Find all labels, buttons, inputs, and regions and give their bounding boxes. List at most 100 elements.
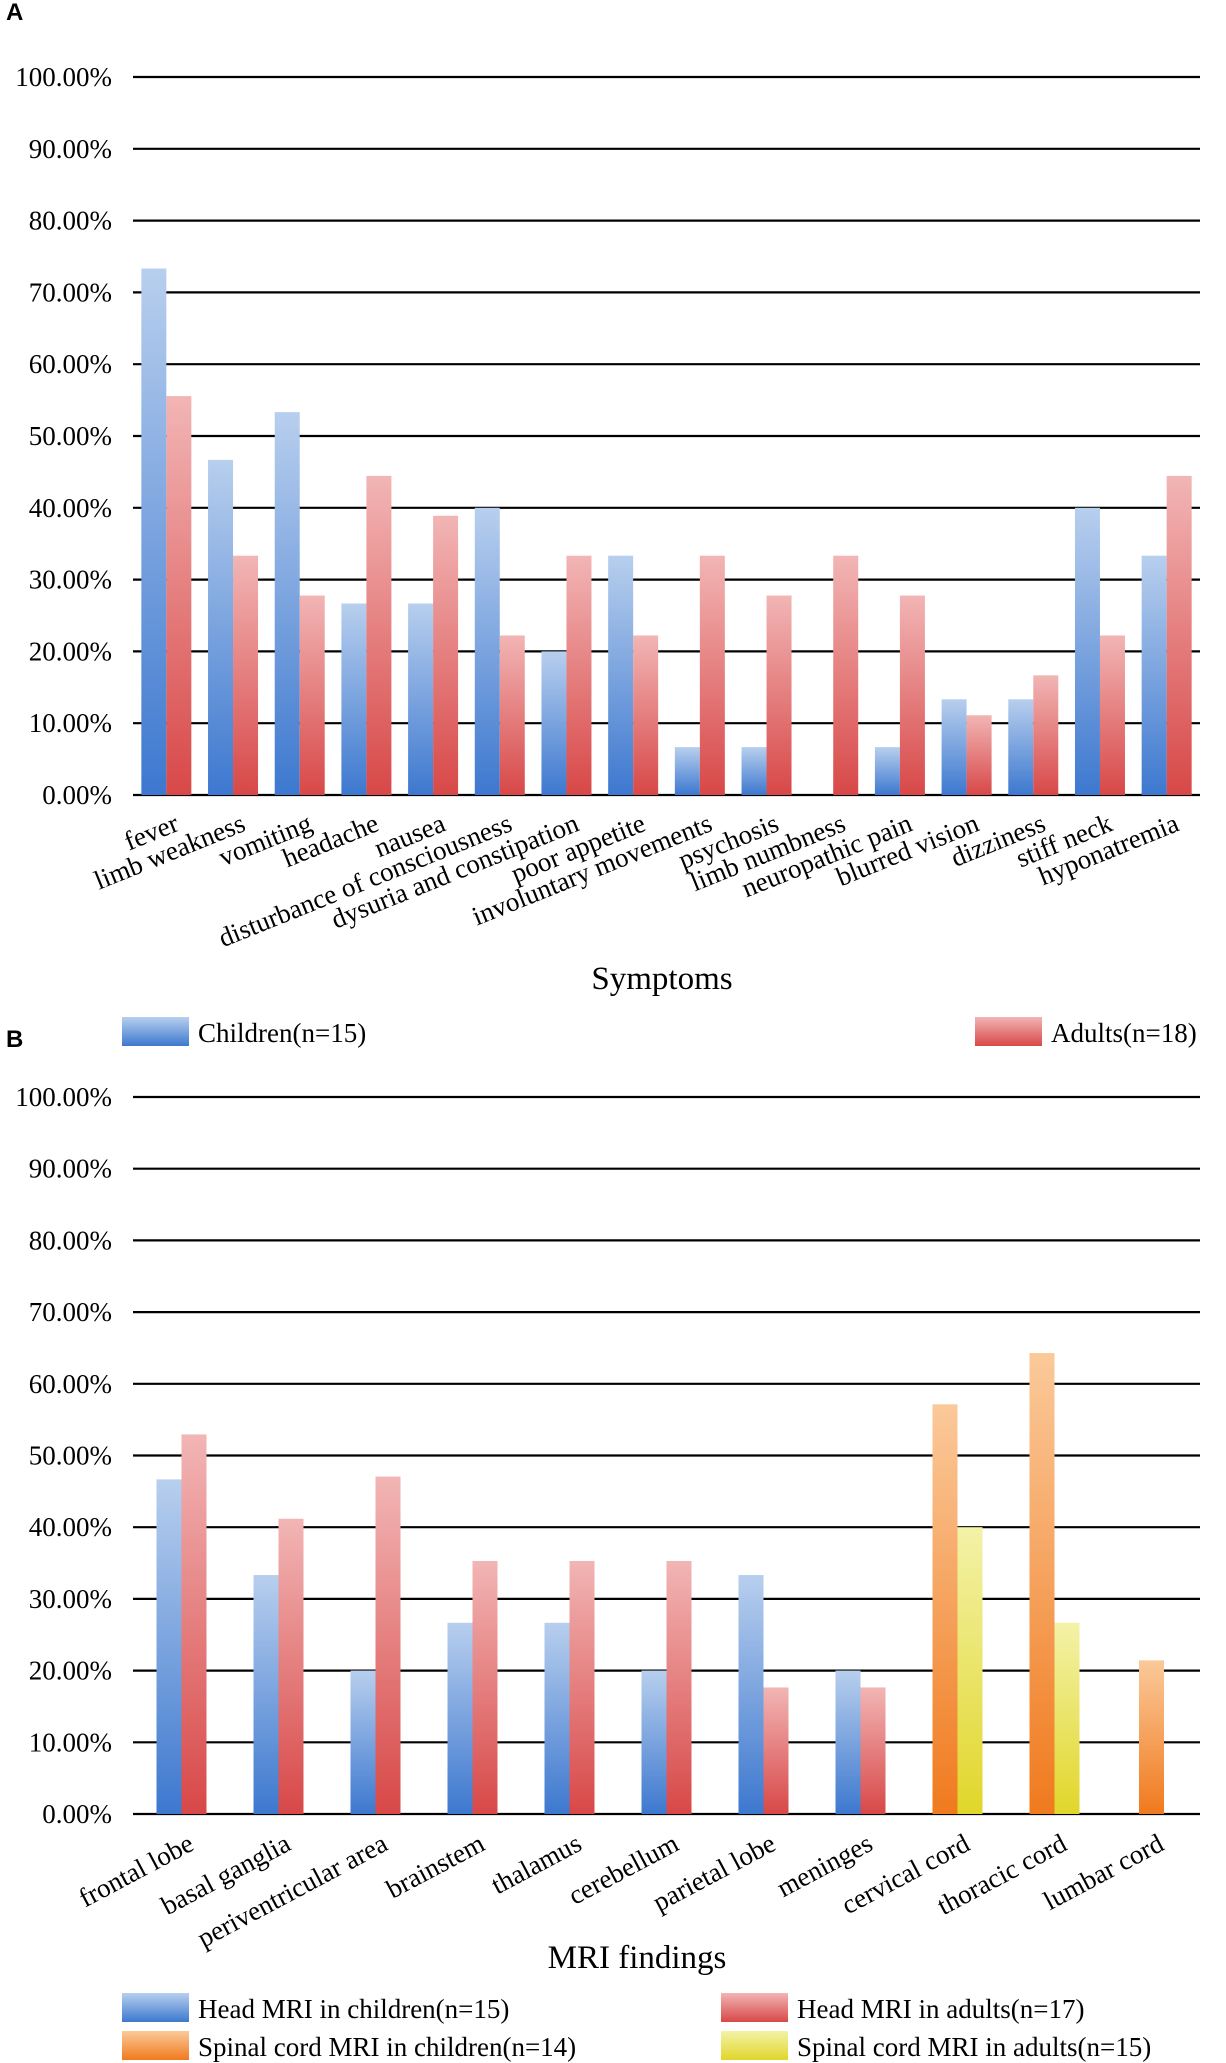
bar-limb-numbness-adults-n-18 (833, 555, 859, 795)
bar-cerebellum-head-mri-in-adults-n-17 (666, 1560, 692, 1814)
y-tick-label: 70.00% (29, 277, 112, 307)
bar-limb-weakness-adults-n-18 (233, 555, 259, 795)
bar-thoracic-cord-spinal-cord-mri-in-adults-n-15 (1054, 1622, 1080, 1814)
panel-b-chart: B 0.00% 10.00% 20.00% 30.00% 40.00% 50.00% 60.… (6, 1026, 1200, 2062)
bar-meninges-head-mri-in-children-n-15 (835, 1670, 861, 1814)
bar-neuropathic-pain-children-n-15 (874, 747, 900, 795)
legend-label: Adults(n=18) (1051, 1018, 1197, 1048)
bar-parietal-lobe-head-mri-in-children-n-15 (738, 1575, 764, 1814)
legend-label: Spinal cord MRI in adults(n=15) (797, 2032, 1151, 2062)
y-tick-label: 80.00% (29, 206, 112, 236)
bar-vomiting-adults-n-18 (299, 595, 325, 795)
legend-swatch-adults-n-18 (975, 1017, 1042, 1046)
bar-meninges-head-mri-in-adults-n-17 (860, 1687, 886, 1814)
y-tick-label: 100.00% (15, 62, 112, 92)
bar-blurred-vision-children-n-15 (941, 699, 967, 795)
y-tick-label: 10.00% (29, 1727, 112, 1757)
bar-thalamus-head-mri-in-adults-n-17 (569, 1560, 595, 1814)
panel-b-bars (156, 1353, 1164, 1814)
x-tick-label: brainstem (381, 1828, 489, 1904)
bar-basal-ganglia-head-mri-in-adults-n-17 (278, 1518, 304, 1814)
bar-poor-appetite-children-n-15 (608, 555, 634, 795)
bar-thalamus-head-mri-in-children-n-15 (544, 1622, 570, 1814)
panel-b-letter: B (6, 1026, 23, 1053)
legend-label: Children(n=15) (198, 1018, 366, 1048)
legend-label: Head MRI in children(n=15) (198, 1994, 509, 2024)
bar-fever-adults-n-18 (166, 396, 192, 795)
bar-dizziness-adults-n-18 (1033, 675, 1059, 795)
bar-disturbance-of-consciousness-children-n-15 (474, 507, 500, 795)
bar-frontal-lobe-head-mri-in-adults-n-17 (181, 1434, 207, 1814)
bar-brainstem-head-mri-in-adults-n-17 (472, 1560, 498, 1814)
y-tick-label: 80.00% (29, 1225, 112, 1255)
y-tick-label: 10.00% (29, 708, 112, 738)
y-tick-label: 40.00% (29, 1512, 112, 1542)
y-tick-label: 90.00% (29, 1154, 112, 1184)
y-tick-label: 30.00% (29, 1584, 112, 1614)
y-tick-label: 50.00% (29, 421, 112, 451)
bar-cerebellum-head-mri-in-children-n-15 (641, 1670, 667, 1814)
y-tick-label: 0.00% (42, 780, 112, 810)
bar-disturbance-of-consciousness-adults-n-18 (499, 635, 525, 795)
legend-swatch-children-n-15 (122, 1017, 189, 1046)
bar-nausea-adults-n-18 (433, 515, 459, 795)
bar-dysuria-and-constipation-adults-n-18 (566, 555, 592, 795)
y-tick-label: 0.00% (42, 1799, 112, 1829)
panel-b-x-axis-title: MRI findings (548, 1940, 727, 1976)
bar-headache-children-n-15 (341, 603, 367, 795)
panel-a-y-tick-labels: 0.00% 10.00% 20.00% 30.00% 40.00% 50.00% 60.00… (15, 62, 112, 810)
bar-dysuria-and-constipation-children-n-15 (541, 651, 567, 795)
bar-basal-ganglia-head-mri-in-children-n-15 (253, 1575, 279, 1814)
legend-swatch-spinal-cord-mri-in-adults-n-15 (721, 2031, 788, 2060)
legend-swatch-head-mri-in-adults-n-17 (721, 1993, 788, 2022)
panel-a-legend: Children(n=15) Adults(n=18) (122, 1017, 1197, 1048)
y-tick-label: 70.00% (29, 1297, 112, 1327)
bar-psychosis-children-n-15 (741, 747, 767, 795)
panel-a-bars (141, 268, 1192, 795)
bar-poor-appetite-adults-n-18 (633, 635, 659, 795)
bar-limb-weakness-children-n-15 (208, 459, 234, 795)
bar-parietal-lobe-head-mri-in-adults-n-17 (763, 1687, 789, 1814)
bar-psychosis-adults-n-18 (766, 595, 792, 795)
y-tick-label: 30.00% (29, 565, 112, 595)
bar-nausea-children-n-15 (408, 603, 434, 795)
panel-b-legend: Head MRI in children(n=15) Head MRI in ad… (122, 1993, 1151, 2062)
bar-hyponatremia-adults-n-18 (1166, 475, 1192, 795)
bar-involuntary-movements-children-n-15 (674, 747, 700, 795)
bar-involuntary-movements-adults-n-18 (699, 555, 725, 795)
panel-a-letter: A (6, 0, 23, 26)
bar-cervical-cord-spinal-cord-mri-in-adults-n-15 (957, 1527, 983, 1814)
bar-vomiting-children-n-15 (274, 412, 300, 795)
bar-headache-adults-n-18 (366, 475, 392, 795)
panel-a-x-axis-title: Symptoms (591, 961, 732, 997)
y-tick-label: 60.00% (29, 1369, 112, 1399)
bar-periventricular-area-head-mri-in-adults-n-17 (375, 1476, 401, 1814)
bar-blurred-vision-adults-n-18 (966, 715, 992, 795)
y-tick-label: 100.00% (15, 1082, 112, 1112)
y-tick-label: 20.00% (29, 1656, 112, 1686)
y-tick-label: 60.00% (29, 349, 112, 379)
bar-periventricular-area-head-mri-in-children-n-15 (350, 1670, 376, 1814)
legend-label: Head MRI in adults(n=17) (797, 1994, 1084, 2024)
bar-stiff-neck-children-n-15 (1074, 507, 1100, 795)
bar-thoracic-cord-spinal-cord-mri-in-children-n-14 (1029, 1353, 1055, 1814)
panel-a-chart: A 0.00% 10.00% 20.00% 30.00% 40.00% 50.00% 60.… (6, 0, 1200, 1048)
y-tick-label: 20.00% (29, 636, 112, 666)
bar-neuropathic-pain-adults-n-18 (899, 595, 925, 795)
legend-swatch-head-mri-in-children-n-15 (122, 1993, 189, 2022)
bar-frontal-lobe-head-mri-in-children-n-15 (156, 1479, 182, 1814)
panel-b-y-tick-labels: 0.00% 10.00% 20.00% 30.00% 40.00% 50.00% 60.00… (15, 1082, 112, 1829)
legend-swatch-spinal-cord-mri-in-children-n-14 (122, 2031, 189, 2060)
bar-brainstem-head-mri-in-children-n-15 (447, 1622, 473, 1814)
bar-hyponatremia-children-n-15 (1141, 555, 1167, 795)
y-tick-label: 90.00% (29, 134, 112, 164)
bar-cervical-cord-spinal-cord-mri-in-children-n-14 (932, 1404, 958, 1814)
bar-stiff-neck-adults-n-18 (1099, 635, 1125, 795)
y-tick-label: 50.00% (29, 1441, 112, 1471)
bar-dizziness-children-n-15 (1008, 699, 1034, 795)
bar-lumbar-cord-spinal-cord-mri-in-children-n-14 (1139, 1660, 1164, 1814)
bar-fever-children-n-15 (141, 268, 167, 795)
